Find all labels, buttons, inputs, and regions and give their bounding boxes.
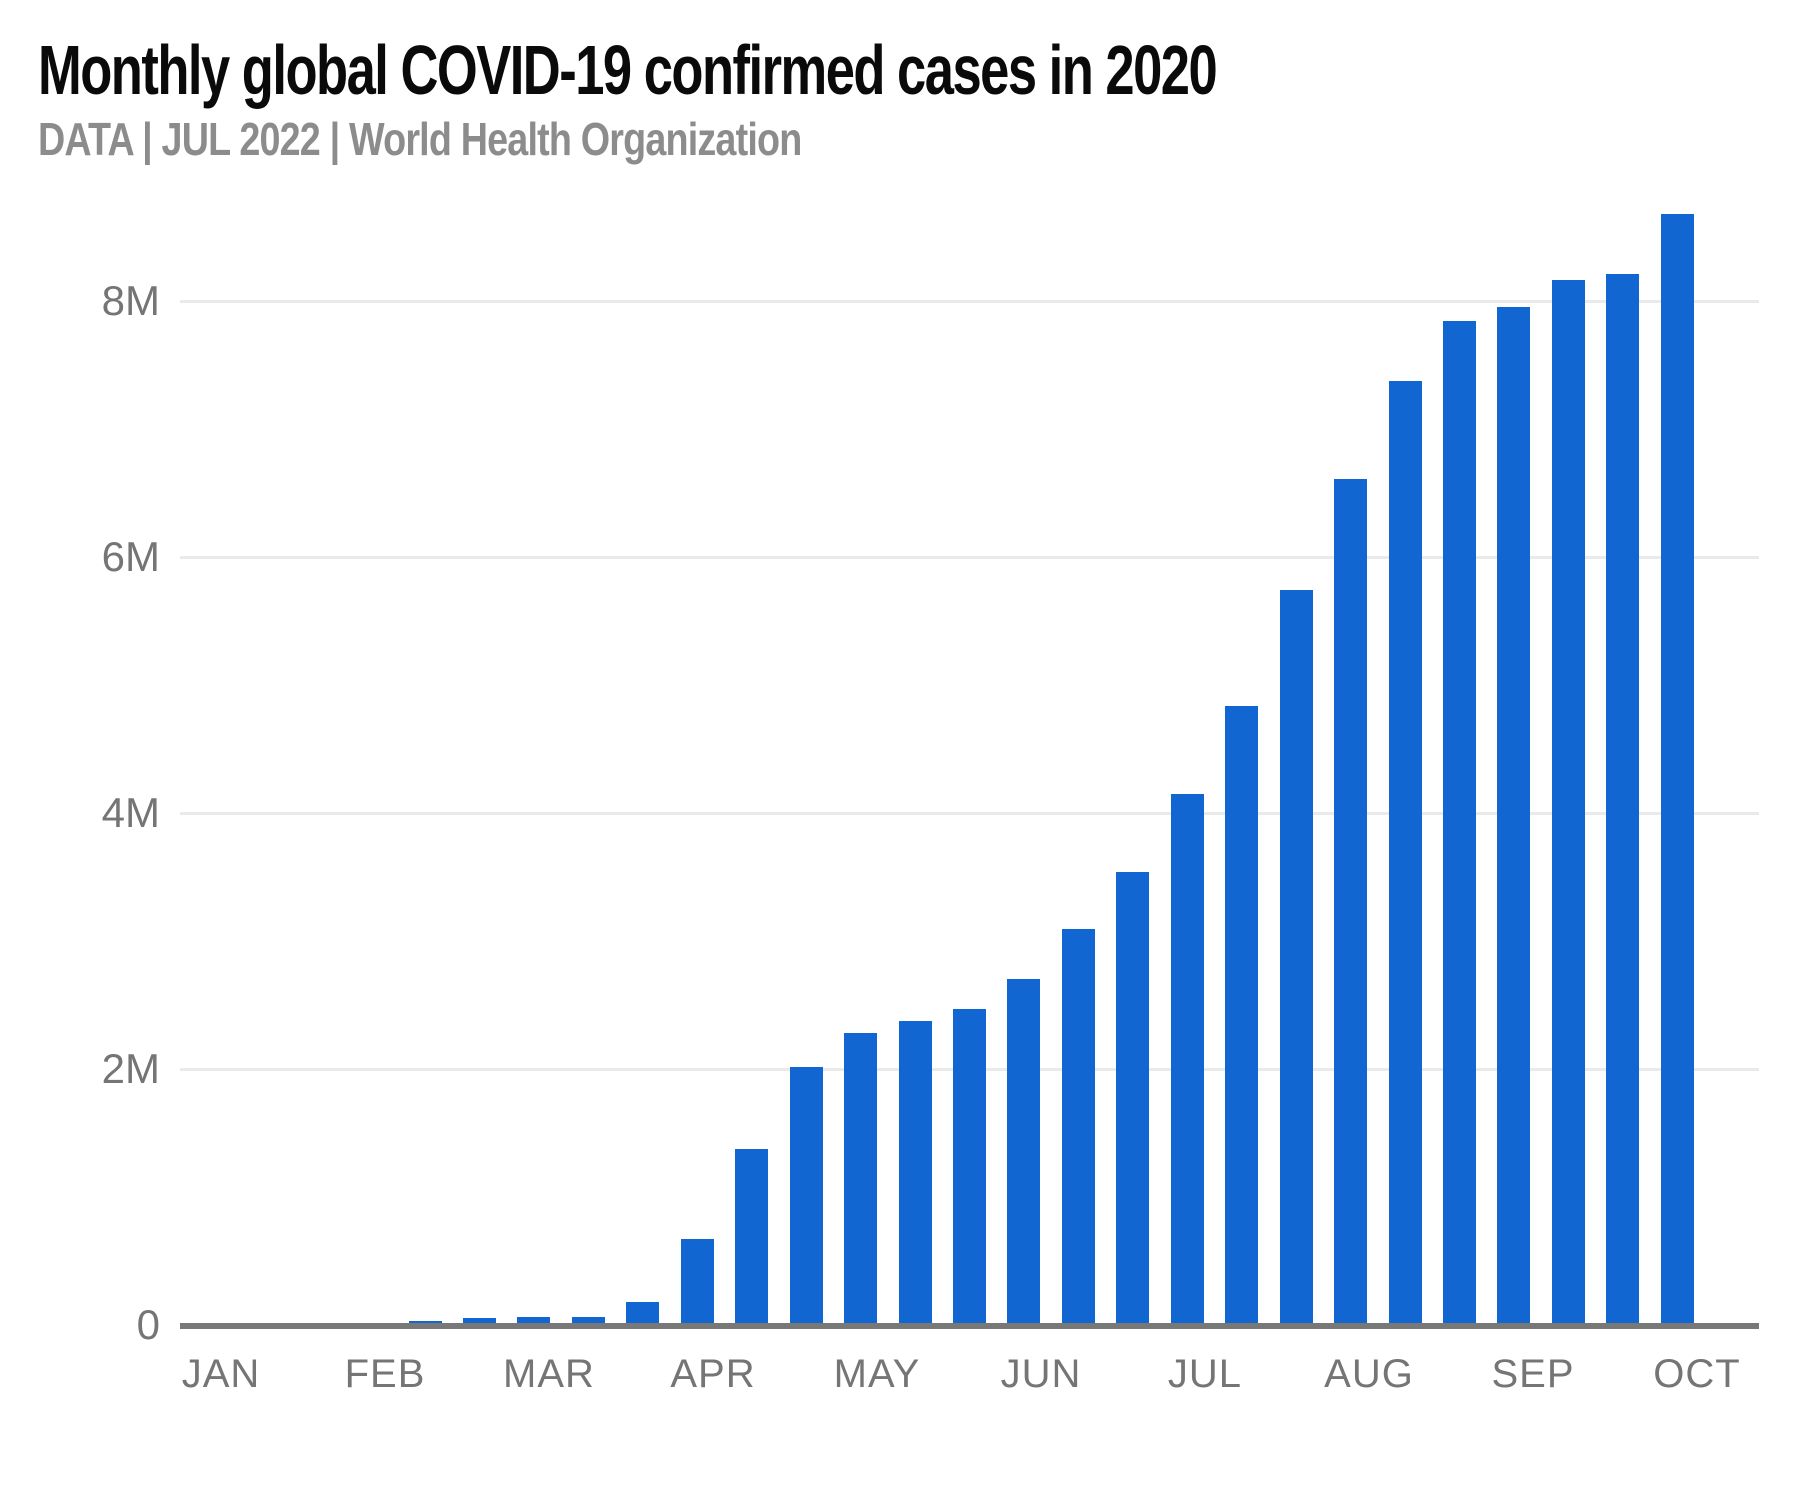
bar-slot-17	[1116, 872, 1150, 1326]
bar-slot-26	[1606, 274, 1640, 1326]
bar-slot-20	[1279, 590, 1313, 1326]
chart-title: Monthly global COVID-19 confirmed cases …	[38, 31, 1218, 109]
bar-slot-14	[953, 1009, 986, 1326]
x-tick-label-apr: APR	[670, 1352, 756, 1396]
y-tick-label-2M: 2M	[101, 1045, 160, 1092]
bar-slot-12	[844, 1033, 878, 1326]
y-tick-label-4M: 4M	[101, 789, 160, 836]
bar-slot-25	[1551, 280, 1585, 1326]
bar-slot-19	[1225, 706, 1259, 1326]
bar-slot-13	[898, 1021, 932, 1326]
bar-slot-24	[1497, 307, 1531, 1326]
gridline-4M	[180, 812, 1759, 815]
y-tick-label-0: 0	[136, 1301, 160, 1348]
chart-subtitle: DATA | JUL 2022 | World Health Organizat…	[38, 113, 802, 165]
bar-slot-8	[626, 1302, 660, 1326]
bar-slot-18	[1170, 794, 1204, 1326]
plot-area: 0 2M 4M 6M 8M JAN FEB MAR APR MAY JUN JUL AUG SEP OCT	[102, 190, 1759, 1396]
bar-slot-16	[1061, 929, 1095, 1326]
x-tick-label-sep: SEP	[1491, 1352, 1575, 1396]
x-tick-label-aug: AUG	[1324, 1352, 1414, 1396]
gridline-6M	[180, 556, 1759, 559]
y-tick-label-8M: 8M	[101, 277, 160, 324]
bar-slot-10	[735, 1149, 769, 1326]
x-tick-label-jan: JAN	[181, 1352, 261, 1396]
x-tick-label-mar: MAR	[503, 1352, 595, 1396]
bar-slot-5	[462, 1318, 496, 1326]
bar-slot-27	[1660, 214, 1694, 1326]
bar-slot-21	[1334, 479, 1368, 1326]
bar-slot-15	[1007, 979, 1041, 1326]
x-tick-label-oct: OCT	[1653, 1352, 1741, 1396]
bar-slot-6	[517, 1317, 551, 1326]
gridline-8M	[180, 300, 1759, 303]
x-tick-label-may: MAY	[833, 1352, 921, 1396]
bar-slot-22	[1388, 381, 1422, 1326]
x-axis-line	[180, 1323, 1759, 1329]
bar-slot-9	[680, 1239, 714, 1326]
x-tick-label-feb: FEB	[344, 1352, 426, 1396]
bar-slot-23	[1443, 321, 1477, 1326]
x-tick-label-jul: JUL	[1167, 1352, 1243, 1396]
bar-slot-11	[789, 1067, 823, 1326]
x-tick-label-jun: JUN	[1000, 1352, 1082, 1396]
y-tick-label-6M: 6M	[101, 533, 160, 580]
bar-slot-7	[571, 1317, 605, 1326]
